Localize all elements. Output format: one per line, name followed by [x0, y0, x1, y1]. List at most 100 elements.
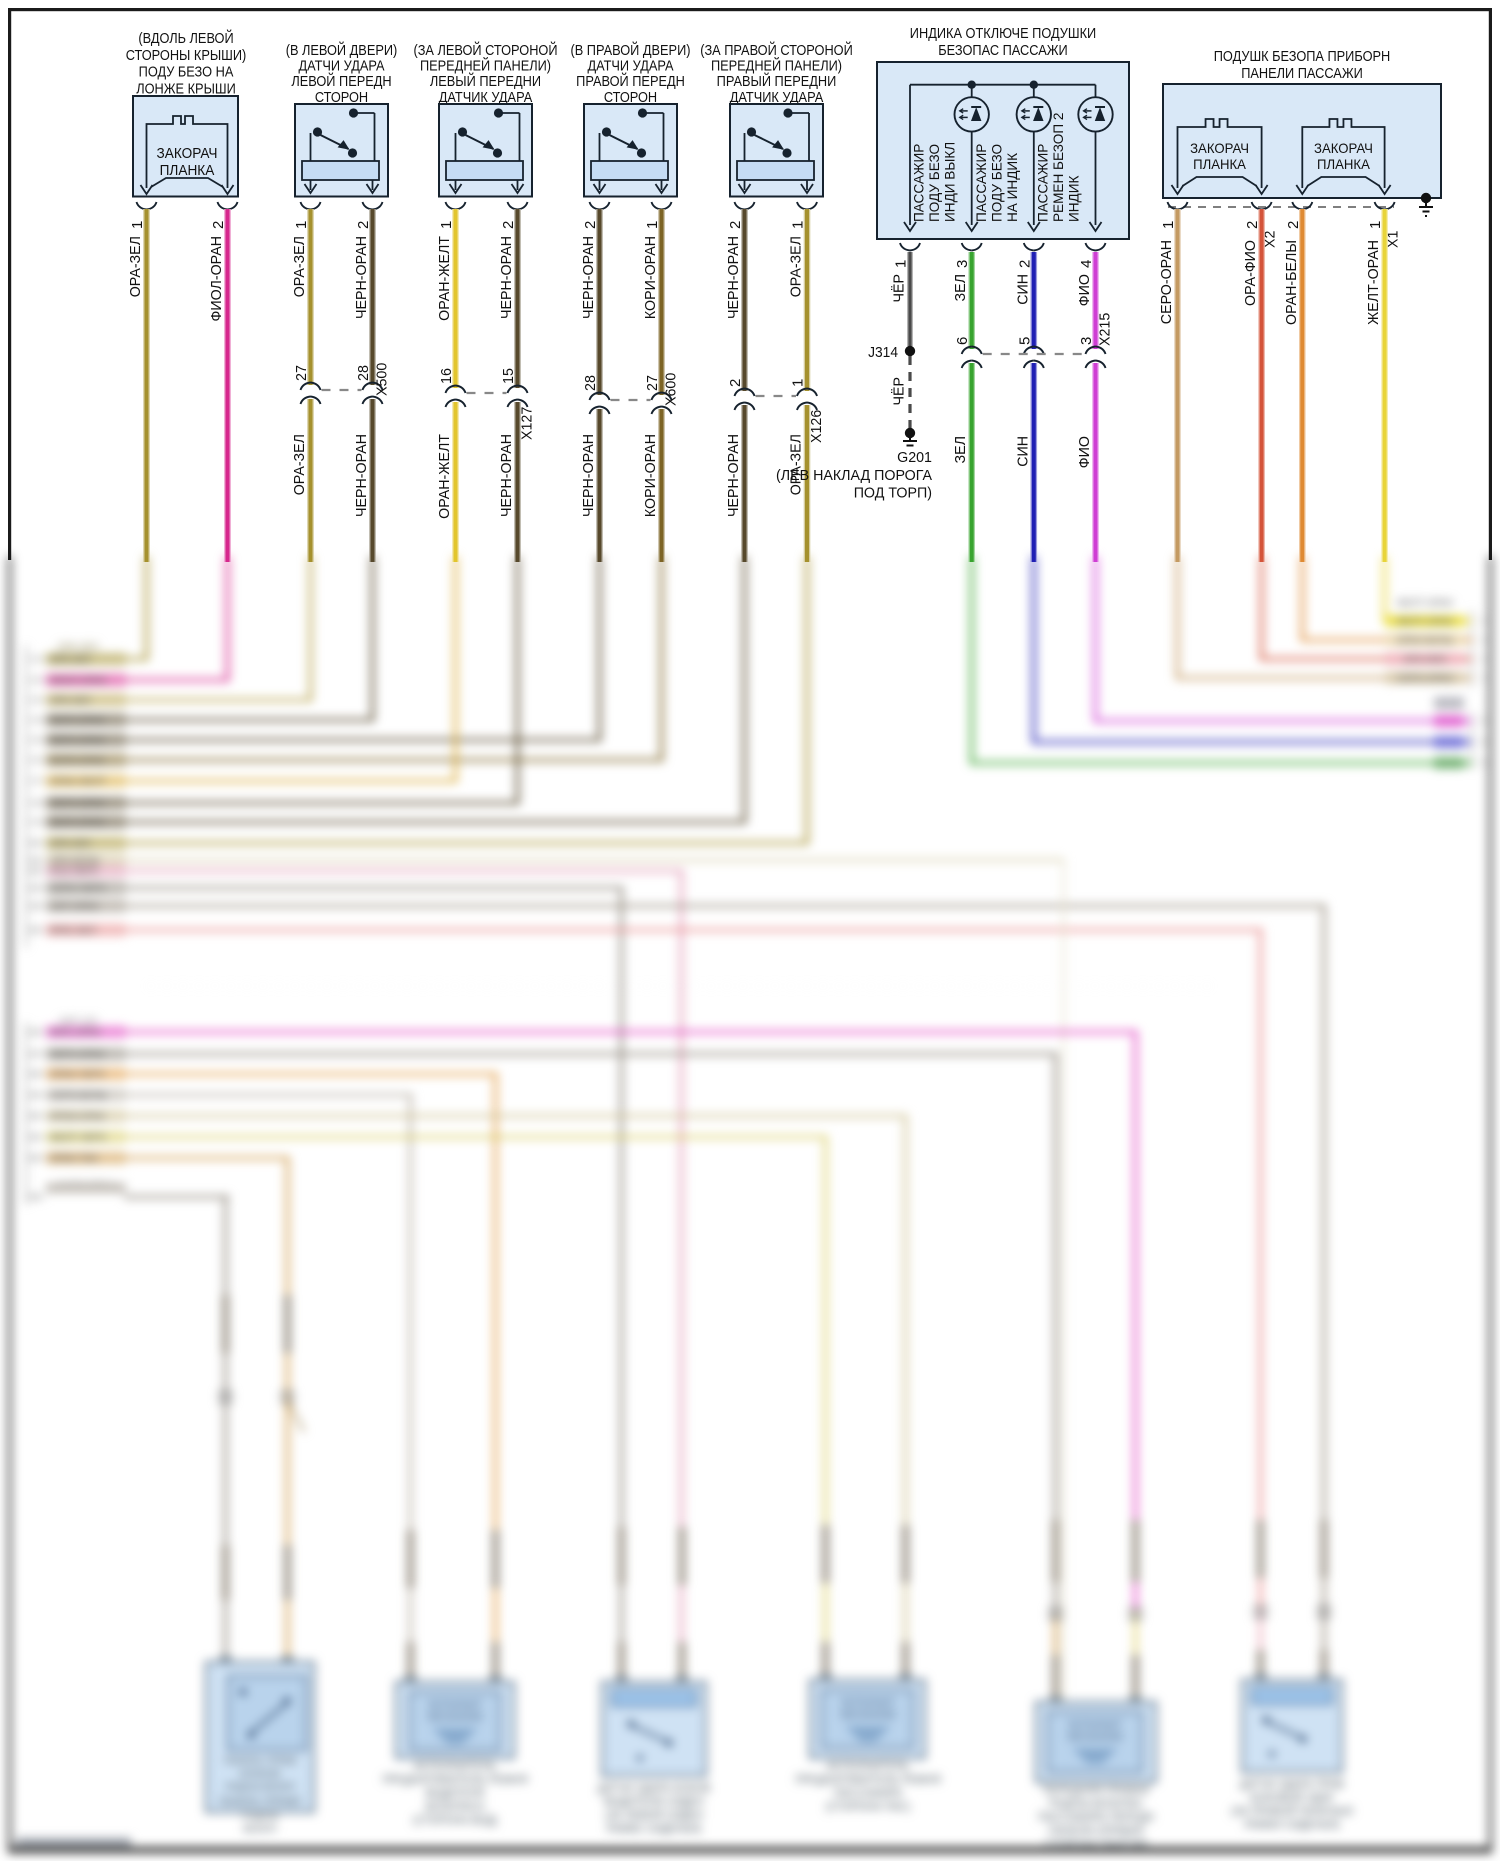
svg-text:X1: X1 [1385, 231, 1402, 248]
svg-text:ЗЕЛ: ЗЕЛ [952, 436, 969, 464]
svg-text:1: 1 [790, 221, 807, 229]
svg-text:ЗАКОРАЧ: ЗАКОРАЧ [1314, 140, 1373, 156]
svg-text:ФИО: ФИО [1076, 274, 1093, 306]
svg-text:ПОДУШ БЕЗОПАС: ПОДУШ БЕЗОПАС [1049, 1797, 1144, 1811]
svg-text:ОРА-ЗЕЛ: ОРА-ЗЕЛ [127, 236, 144, 297]
svg-text:СЕРО-БЕЛЫ: СЕРО-БЕЛЫ [50, 1091, 107, 1102]
svg-text:ПОДУШ БЕЗОП: ПОДУШ БЕЗОП [225, 1781, 295, 1793]
svg-text:ДАТЧИ УДАРА: ДАТЧИ УДАРА [587, 58, 674, 75]
svg-text:ПАНЕЛЬ УПРАВ: ПАНЕЛЬ УПРАВ [224, 1755, 296, 1767]
svg-text:ЧЁР: ЧЁР [891, 274, 908, 303]
svg-text:РЕМЕН БЕЗОП 2: РЕМЕН БЕЗОП 2 [1050, 112, 1066, 222]
svg-text:КРАС-БЕЛ: КРАС-БЕЛ [50, 926, 96, 937]
svg-text:МЕХАНИЗМ: МЕХАНИЗМ [428, 1712, 482, 1723]
svg-text:ЧЕРН-ОРАН: ЧЕРН-ОРАН [50, 818, 105, 829]
svg-text:ПАНЕЛЬ УПРАВЛ: ПАНЕЛЬ УПРАВЛ [219, 1796, 301, 1808]
svg-text:1: 1 [644, 221, 661, 229]
svg-text:ПОДУШК БЕЗОПА ПРИБОРН: ПОДУШК БЕЗОПА ПРИБОРН [1214, 48, 1391, 65]
svg-text:2: 2 [727, 379, 744, 387]
svg-text:1: 1 [438, 221, 455, 229]
svg-text:ДАТЧИ УДАРА БОКОВ: ДАТЧИ УДАРА БОКОВ [598, 1781, 711, 1795]
svg-text:ПОДУ БЕЗО: ПОДУ БЕЗО [926, 144, 942, 222]
svg-text:РАМКИ СИДЕНЬЯ): РАМКИ СИДЕНЬЯ) [1244, 1818, 1340, 1832]
svg-text:ПОД ТОРП): ПОД ТОРП) [854, 485, 932, 502]
svg-text:(В ЛЕВОЙ ДВЕРИ): (В ЛЕВОЙ ДВЕРИ) [286, 41, 398, 59]
svg-text:ПЛАНКА: ПЛАНКА [1317, 156, 1370, 172]
svg-text:ЧЕРН-ОРАН: ЧЕРН-ОРАН [580, 236, 597, 319]
svg-text:ОРА-ЗЕЛ: ОРА-ЗЕЛ [50, 839, 91, 850]
svg-text:ПРЕДНАТЯЖИТЕЛЬ РЕМНЯ: ПРЕДНАТЯЖИТЕЛЬ РЕМНЯ [795, 1773, 941, 1787]
svg-text:ЖЕЛТ-ЧЕРН: ЖЕЛТ-ЧЕРН [50, 1133, 106, 1144]
svg-text:2: 2 [500, 221, 517, 229]
svg-text:БЕЗОПАСН: БЕЗОПАСН [425, 1800, 484, 1814]
svg-text:ПАНЕЛИ (ПРАВАЯ: ПАНЕЛИ (ПРАВАЯ [1049, 1824, 1144, 1838]
svg-text:1: 1 [129, 221, 146, 229]
svg-text:15: 15 [500, 368, 517, 384]
svg-text:ПАССАЖИРА ПЕРЕДН: ПАССАЖИРА ПЕРЕДН [1038, 1810, 1154, 1824]
svg-text:27: 27 [644, 375, 661, 391]
svg-text:СТОРОН: СТОРОН [604, 89, 657, 106]
svg-text:2: 2 [355, 221, 372, 229]
svg-text:ПОДУ БЕЗО: ПОДУ БЕЗО [988, 144, 1004, 222]
svg-text:2: 2 [1244, 221, 1261, 229]
svg-text:ПЛАНКА: ПЛАНКА [1193, 156, 1246, 172]
svg-text:ЗАКОРАЧ: ЗАКОРАЧ [157, 146, 218, 162]
svg-text:ДАТЧИ УДАРА ПРАВ: ДАТЧИ УДАРА ПРАВ [1240, 1777, 1345, 1791]
svg-text:ИСПОЛНИТ: ИСПОЛНИТ [428, 1700, 482, 1711]
svg-text:ОРА-БЕЛЫ: ОРА-БЕЛЫ [50, 856, 100, 867]
svg-text:АИР-220: АИР-220 [59, 1016, 98, 1027]
svg-text:ОРА-ЗЕЛ: ОРА-ЗЕЛ [788, 434, 805, 495]
svg-text:ФИОЛ-ОРАН: ФИОЛ-ОРАН [50, 676, 107, 687]
svg-text:ЛЕВЫЙ ПЕРЕДНИ: ЛЕВЫЙ ПЕРЕДНИ [430, 72, 541, 90]
svg-text:1: 1 [893, 260, 910, 268]
svg-text:X127: X127 [519, 407, 536, 440]
svg-text:БЛОКОМ: БЛОКОМ [240, 1768, 280, 1780]
svg-text:ИСПОЛНИТ: ИСПОЛНИТ [841, 1698, 895, 1709]
svg-text:ОРАН-ЖЕЛТ: ОРАН-ЖЕЛТ [50, 777, 107, 788]
svg-text:(ЗА ПРАВОЙ СТОРОНОЙ: (ЗА ПРАВОЙ СТОРОНОЙ [700, 41, 853, 59]
svg-text:(ЗА ЛЕВОЙ СИДЕН: (ЗА ЛЕВОЙ СИДЕН [605, 1807, 704, 1822]
svg-text:ЧЕРН-ОРАН: ЧЕРН-ОРАН [580, 434, 597, 517]
svg-text:ЧЕРН-ОРАН: ЧЕРН-ОРАН [725, 236, 742, 319]
svg-text:СЕР-ОРАН: СЕР-ОРАН [50, 902, 99, 913]
svg-text:5: 5 [1016, 337, 1033, 345]
svg-text:ПЕРЕДНЕЙ ПАНЕЛИ): ПЕРЕДНЕЙ ПАНЕЛИ) [420, 57, 551, 75]
svg-text:ОРА-ЗЕЛ: ОРА-ЗЕЛ [291, 236, 308, 297]
svg-text:ДАТЧИК УДАРА: ДАТЧИК УДАРА [439, 89, 533, 106]
svg-text:ИНДИКА ОТКЛЮЧЕ ПОДУШКИ: ИНДИКА ОТКЛЮЧЕ ПОДУШКИ [910, 25, 1096, 42]
svg-text:ОРАН-ЧЕРН: ОРАН-ЧЕРН [50, 1070, 105, 1081]
svg-text:ОРА-ЗЕЛ: ОРА-ЗЕЛ [58, 642, 99, 653]
svg-text:КРЕМ-ОРАН: КРЕМ-ОРАН [50, 1112, 106, 1123]
svg-text:2: 2 [210, 221, 227, 229]
svg-text:2: 2 [1481, 635, 1486, 645]
svg-text:РОЗ-ЧЕРН: РОЗ-ЧЕРН [50, 867, 98, 878]
svg-text:ДАТЧИК УДАРА: ДАТЧИК УДАРА [730, 89, 824, 106]
svg-text:ДАТЧИ УДАРА: ДАТЧИ УДАРА [298, 58, 385, 75]
svg-text:ПАССАЖИР: ПАССАЖИР [911, 144, 927, 222]
svg-text:X2: X2 [1262, 231, 1279, 248]
svg-text:J314: J314 [868, 345, 898, 361]
svg-text:СТОРОН: СТОРОН [315, 89, 368, 106]
svg-text:БОКОВОЙ УДАР: БОКОВОЙ УДАР [1250, 1790, 1334, 1805]
svg-text:28: 28 [355, 365, 372, 381]
svg-text:ПРАВОЙ ПЕРЕДН: ПРАВОЙ ПЕРЕДН [576, 72, 685, 90]
svg-text:ЖЕЛТ-ОРАН: ЖЕЛТ-ОРАН [1397, 617, 1454, 628]
svg-text:2: 2 [1481, 654, 1486, 664]
svg-text:ПРЕДНАТЯЖИТЕЛЬ РЕМНЯ: ПРЕДНАТЯЖИТЕЛЬ РЕМНЯ [382, 1773, 528, 1787]
svg-text:ОРАН-ТАН: ОРАН-ТАН [50, 1154, 98, 1165]
svg-text:2: 2 [1481, 616, 1486, 626]
svg-text:ФИО-ОРАН: ФИО-ОРАН [50, 1028, 101, 1039]
svg-text:ОРА-ЗЕЛ: ОРА-ЗЕЛ [50, 655, 91, 666]
svg-text:ЗЕЛ: ЗЕЛ [952, 274, 969, 302]
svg-text:2: 2 [1481, 673, 1486, 683]
svg-text:(СТОРОНА ПАС): (СТОРОНА ПАС) [826, 1800, 911, 1814]
svg-text:ЧЕРН-ОРАН: ЧЕРН-ОРАН [50, 736, 105, 747]
svg-text:(В ПРАВОЙ ДВЕРИ): (В ПРАВОЙ ДВЕРИ) [571, 41, 691, 59]
svg-text:БЕЗОПАС ПАССАЖИ: БЕЗОПАС ПАССАЖИ [938, 42, 1067, 59]
svg-text:3: 3 [954, 260, 971, 268]
svg-text:ЧЕРН-ОРАН: ЧЕРН-ОРАН [498, 236, 515, 319]
svg-text:ЧЕРН-ОРАН: ЧЕРН-ОРАН [50, 716, 105, 727]
svg-text:ОРАН-БЕЛЫ: ОРАН-БЕЛЫ [1283, 240, 1300, 325]
svg-text:(СТОРОНА ВОД): (СТОРОНА ВОД) [413, 1813, 498, 1827]
svg-text:16: 16 [438, 368, 455, 384]
